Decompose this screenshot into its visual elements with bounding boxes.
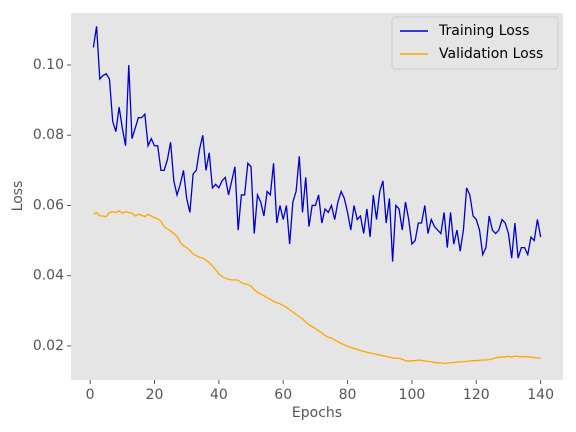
x-axis-label: Epochs [292, 405, 342, 421]
x-tick-label: 20 [146, 387, 164, 403]
x-tick-label: 80 [339, 387, 357, 403]
x-tick-label: 60 [274, 387, 292, 403]
x-tick-label: 0 [86, 387, 95, 403]
legend-label: Validation Loss [439, 46, 543, 62]
x-tick-label: 100 [399, 387, 426, 403]
line-series [92, 26, 542, 262]
y-axis-label: Loss [10, 181, 26, 212]
legend-box [391, 16, 559, 70]
x-tick-label: 140 [527, 387, 554, 403]
x-tick-label: 40 [210, 387, 228, 403]
line-series [93, 209, 541, 365]
legend-label: Training Loss [438, 23, 529, 39]
y-tick-label: 0.08 [33, 127, 64, 143]
y-tick-label: 0.02 [33, 338, 64, 354]
y-tick-label: 0.04 [33, 268, 64, 284]
y-tick-label: 0.06 [33, 197, 64, 213]
x-tick-label: 120 [463, 387, 490, 403]
plot-area [71, 13, 563, 380]
y-tick-label: 0.10 [33, 57, 64, 73]
